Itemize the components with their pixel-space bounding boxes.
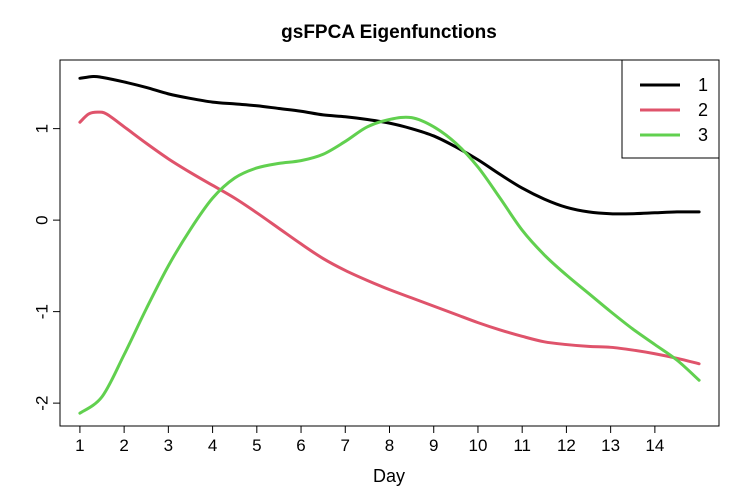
series-layer — [78, 74, 701, 415]
y-tick-label: -2 — [33, 396, 52, 411]
chart-title: gsFPCA Eigenfunctions — [281, 22, 497, 43]
x-tick-label: 1 — [75, 436, 84, 455]
x-tick-label: 12 — [557, 436, 576, 455]
x-axis-title: Day — [373, 466, 405, 486]
y-tick-label: -1 — [33, 304, 52, 319]
x-tick-label: 2 — [119, 436, 128, 455]
y-tick-label: 1 — [33, 124, 52, 133]
x-tick-label: 7 — [341, 436, 350, 455]
x-tick-label: 4 — [208, 436, 217, 455]
series-2-line — [78, 110, 701, 366]
x-tick-label: 13 — [601, 436, 620, 455]
x-tick-label: 14 — [645, 436, 664, 455]
x-tick-label: 9 — [429, 436, 438, 455]
series-3-line — [78, 115, 701, 415]
legend-label-2: 2 — [698, 100, 708, 120]
x-tick-label: 6 — [296, 436, 305, 455]
legend-label-3: 3 — [698, 125, 708, 145]
x-tick-label: 11 — [513, 436, 531, 455]
x-tick-label: 10 — [468, 436, 487, 455]
series-1-line — [78, 74, 701, 216]
plot-frame — [59, 59, 720, 427]
legend-label-1: 1 — [698, 75, 708, 95]
legend: 1 2 3 — [621, 59, 720, 159]
y-axis: -2 -1 0 1 — [33, 124, 61, 411]
x-tick-label: 5 — [252, 436, 261, 455]
x-tick-label: 3 — [164, 436, 173, 455]
x-axis: 1 2 3 4 5 6 7 8 9 10 11 12 13 14 — [75, 425, 664, 455]
x-tick-label: 8 — [385, 436, 394, 455]
y-tick-label: 0 — [33, 215, 52, 224]
